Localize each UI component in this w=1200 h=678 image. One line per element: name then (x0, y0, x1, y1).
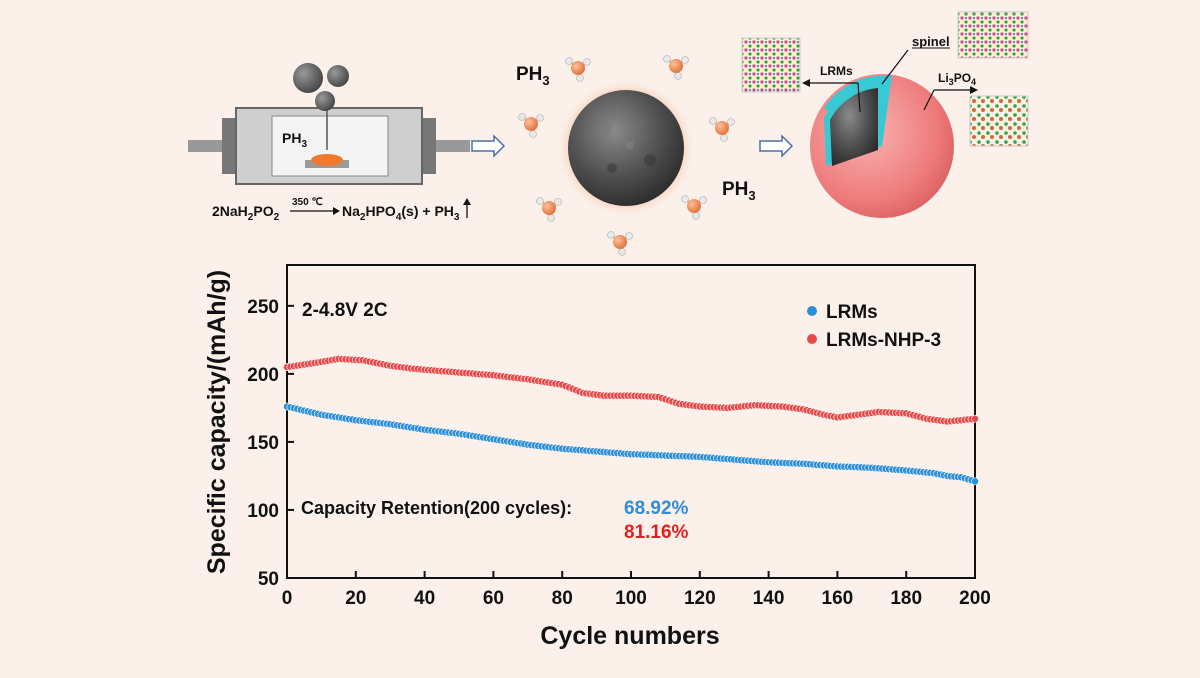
y-tick-label: 250 (247, 297, 279, 318)
ph3-molecule (607, 231, 633, 256)
x-tick-label: 20 (345, 588, 366, 609)
x-axis: 0 20 40 60 80 100 120 140 160 180 200 (282, 571, 991, 609)
ph3-label-top: PH3 (516, 64, 550, 88)
lrms-crystal (741, 37, 801, 93)
reactor-flange-right (422, 118, 436, 174)
label-li3po4: Li3PO4 (938, 71, 976, 87)
reactor-schematic: PH3 (188, 63, 470, 185)
particle-core (568, 90, 684, 206)
ph3-molecule (536, 197, 562, 222)
ph3-molecule (565, 57, 591, 82)
x-tick-label: 80 (552, 588, 573, 609)
process-arrow-2 (759, 134, 794, 158)
x-tick-label: 200 (959, 588, 991, 609)
ph3-treated-particle (556, 78, 696, 218)
reactor-pipe-left (188, 140, 228, 152)
x-axis-label: Cycle numbers (540, 622, 719, 650)
reactor-gas-label: PH3 (282, 130, 307, 150)
reaction-equation: 2NaH2PO2 350 ℃ Na2HPO4(s) + PH3 (212, 197, 471, 223)
label-lrms: LRMs (820, 64, 853, 78)
y-axis: 50 100 150 200 250 (247, 297, 294, 590)
reactor-particle-1 (293, 63, 323, 93)
x-tick-label: 120 (684, 588, 716, 609)
series-lrms-nhp-3 (283, 354, 979, 426)
reactor-flange-left (222, 118, 236, 174)
x-tick-label: 0 (282, 588, 293, 609)
ph3-molecule (709, 117, 735, 142)
ph3-molecule (518, 113, 544, 138)
y-axis-label: Specific capacity/(mAh/g) (203, 270, 231, 574)
x-tick-label: 160 (822, 588, 854, 609)
retention-lrms-value: 68.92% (624, 498, 689, 519)
reactor-sample (311, 154, 343, 166)
legend-marker-nhp (807, 334, 817, 344)
x-tick-label: 60 (483, 588, 504, 609)
y-tick-label: 150 (247, 433, 279, 454)
reaction-condition: 350 ℃ (292, 197, 323, 208)
legend-marker-lrms (807, 306, 817, 316)
spinel-crystal (957, 11, 1029, 59)
y-tick-label: 100 (247, 501, 279, 522)
data-point (971, 414, 979, 423)
reaction-product: Na2HPO4(s) + PH3 (342, 203, 460, 223)
legend-label-lrms: LRMs (826, 302, 878, 323)
ph3-molecules (518, 55, 735, 256)
condition-annotation: 2-4.8V 2C (302, 300, 388, 321)
coated-particle (810, 74, 954, 218)
x-tick-label: 40 (414, 588, 435, 609)
legend-label-nhp: LRMs-NHP-3 (826, 330, 941, 351)
retention-annotation: Capacity Retention(200 cycles): (301, 498, 572, 518)
process-arrow-1 (471, 134, 506, 158)
series-layer (283, 354, 979, 486)
legend: LRMs LRMs-NHP-3 (807, 302, 941, 351)
reactor-pipe-right (430, 140, 470, 152)
series-lrms (283, 402, 979, 486)
reactor-particle-2 (327, 65, 349, 87)
retention-nhp-value: 81.16% (624, 522, 689, 543)
x-tick-label: 100 (615, 588, 647, 609)
y-tick-label: 50 (258, 569, 279, 590)
reaction-reactant: 2NaH2PO2 (212, 203, 280, 223)
ph3-molecule (663, 55, 689, 80)
capacity-chart: 50 100 150 200 250 0 20 40 60 80 100 120 140 160 180 2… (203, 264, 991, 650)
lrms-core (830, 88, 878, 166)
label-spinel: spinel (912, 34, 950, 49)
reactor-particle-3 (315, 91, 335, 111)
data-point (971, 477, 979, 486)
ph3-molecule (681, 195, 707, 220)
li3po4-crystal (969, 95, 1029, 147)
ph3-label-bottom: PH3 (722, 179, 756, 203)
y-tick-label: 200 (247, 365, 279, 386)
x-tick-label: 140 (753, 588, 785, 609)
x-tick-label: 180 (890, 588, 922, 609)
